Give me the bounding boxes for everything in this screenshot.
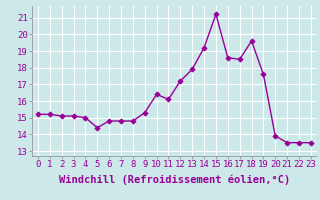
X-axis label: Windchill (Refroidissement éolien,°C): Windchill (Refroidissement éolien,°C) (59, 175, 290, 185)
